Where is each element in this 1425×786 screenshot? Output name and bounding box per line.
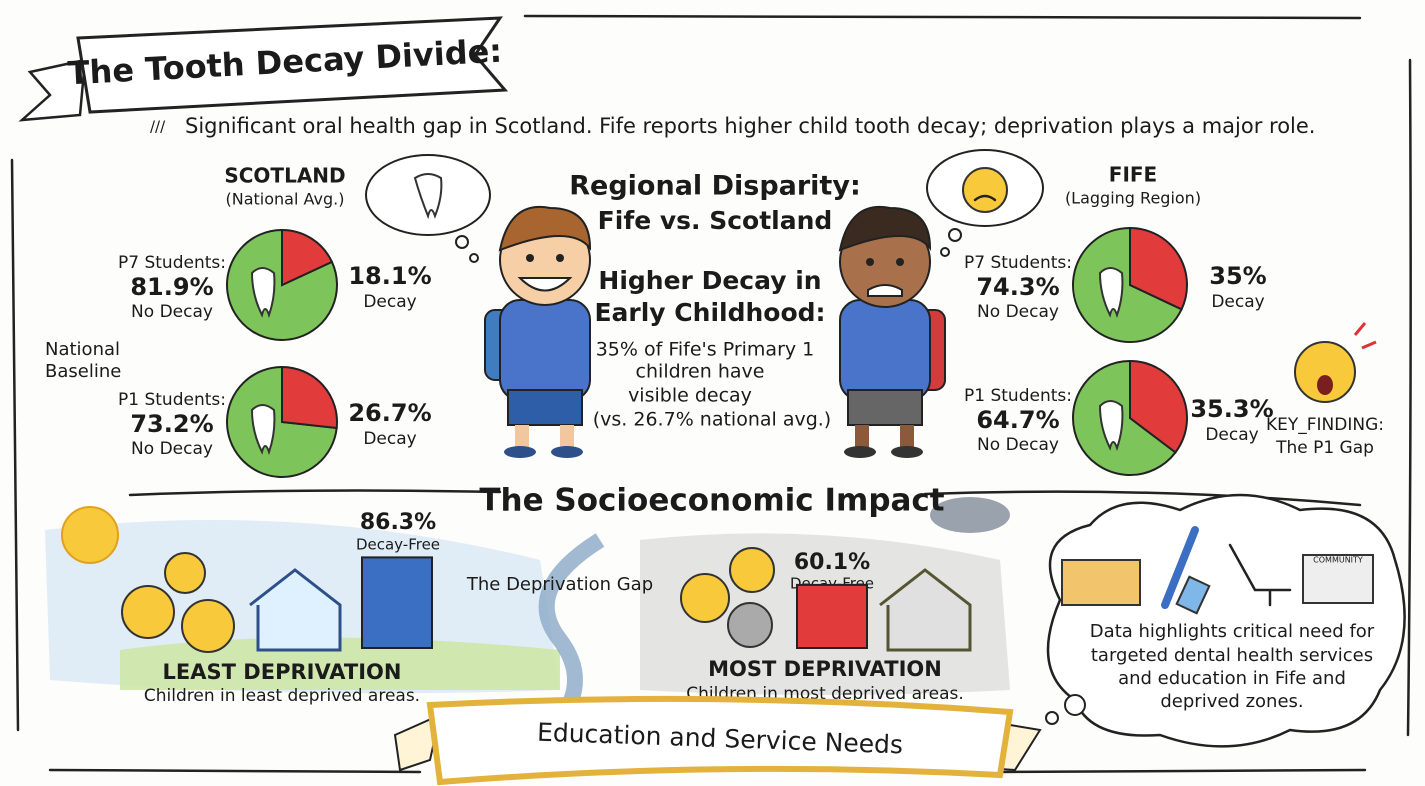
bar-name: LEAST DEPRIVATION — [163, 660, 402, 684]
needs-text: targeted dental health services — [1091, 645, 1373, 666]
community-sign: COMMUNITY — [1313, 556, 1363, 565]
pie-value-label: 74.3% — [976, 273, 1059, 301]
center-body: children have — [636, 361, 765, 383]
region-title: FIFE — [1109, 163, 1157, 187]
pie-group: P1 Students: — [964, 386, 1072, 406]
pie-value-label: 35% — [1209, 262, 1266, 290]
bar-unit: Decay-Free — [356, 536, 440, 554]
center-body: 35% of Fife's Primary 1 — [596, 339, 815, 361]
pie-value-label: 81.9% — [130, 273, 213, 301]
subtitle: Significant oral health gap in Scotland.… — [185, 114, 1315, 138]
happy-kid — [485, 207, 590, 458]
pie-group: P7 Students: — [964, 253, 1072, 273]
pie-value-label: 35.3% — [1190, 395, 1273, 423]
pie-label: Decay — [363, 292, 416, 312]
center-heading: Higher Decay in — [598, 266, 821, 295]
center-body: visible decay — [628, 385, 752, 407]
bar-value-label: 86.3% — [360, 510, 436, 535]
pie-label: No Decay — [977, 302, 1059, 322]
bar-value-label: 60.1% — [794, 550, 870, 575]
pie-value-label: 73.2% — [130, 410, 213, 438]
bar-name: MOST DEPRIVATION — [708, 657, 942, 681]
center-title: Fife vs. Scotland — [598, 206, 833, 235]
center-heading: Early Childhood: — [594, 298, 825, 327]
center-body: (vs. 26.7% national avg.) — [593, 409, 831, 431]
needs-text: deprived zones. — [1160, 691, 1303, 712]
sad-kid — [840, 207, 945, 458]
side-label: National — [45, 339, 120, 360]
pie-value-label: 18.1% — [348, 262, 431, 290]
shocked-emoji — [1295, 323, 1376, 402]
bar — [797, 585, 867, 648]
scribble: /// — [150, 118, 166, 136]
key-finding: KEY_FINDING: — [1266, 415, 1384, 435]
bar-description: Children in least deprived areas. — [144, 686, 420, 706]
pie-group: P1 Students: — [118, 390, 226, 410]
region-title: SCOTLAND — [224, 164, 345, 188]
pie-group: P7 Students: — [118, 253, 226, 273]
region-subtitle: (Lagging Region) — [1065, 189, 1201, 208]
pie-slice — [282, 367, 337, 428]
infographic: The Tooth Decay Divide: /// Significant … — [0, 0, 1425, 786]
section-title: The Socioeconomic Impact — [479, 483, 944, 519]
key-finding: The P1 Gap — [1275, 438, 1374, 458]
side-label: Baseline — [45, 361, 121, 382]
needs-text: Data highlights critical need for — [1090, 621, 1375, 642]
pie-value-label: 64.7% — [976, 406, 1059, 434]
pie-label: Decay — [1205, 425, 1258, 445]
pie-value-label: 26.7% — [348, 399, 431, 427]
pie-label: Decay — [1211, 292, 1264, 312]
center-title: Regional Disparity: — [569, 171, 861, 202]
pie-label: No Decay — [131, 302, 213, 322]
gap-label: The Deprivation Gap — [466, 574, 653, 595]
pie-label: No Decay — [977, 435, 1059, 455]
pie-label: Decay — [363, 429, 416, 449]
needs-text: and education in Fife and — [1118, 668, 1346, 689]
pie-label: No Decay — [131, 439, 213, 459]
region-subtitle: (National Avg.) — [226, 190, 345, 209]
bar — [362, 557, 432, 648]
